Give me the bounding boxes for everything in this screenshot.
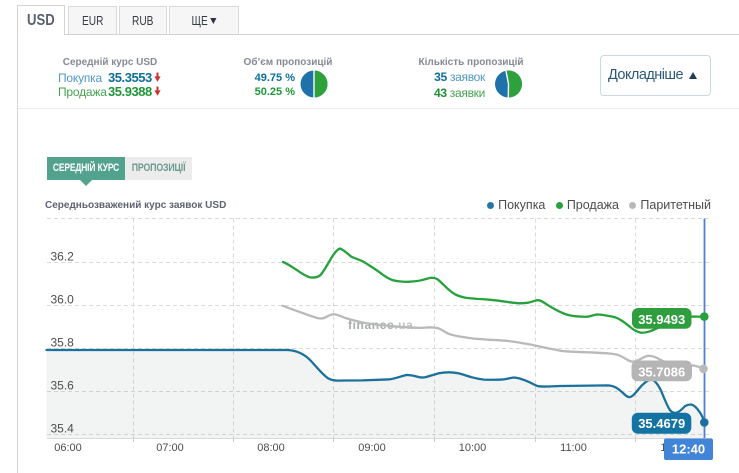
svg-text:35.7086: 35.7086 [638,364,685,379]
svg-text:35.9493: 35.9493 [638,312,685,327]
svg-text:35.6: 35.6 [51,379,75,393]
svg-text:07:00: 07:00 [156,442,184,454]
svg-text:35.4: 35.4 [51,422,75,436]
svg-text:10:00: 10:00 [459,442,487,454]
svg-text:35.4679: 35.4679 [638,416,685,431]
svg-text:36.2: 36.2 [51,250,75,264]
svg-text:11:00: 11:00 [560,442,587,454]
svg-text:08:00: 08:00 [257,442,285,454]
svg-text:09:00: 09:00 [358,442,386,454]
svg-text:35.8: 35.8 [51,336,75,350]
svg-text:12:40: 12:40 [672,442,705,457]
svg-text:36.0: 36.0 [51,293,75,307]
svg-text:06:00: 06:00 [54,442,82,454]
